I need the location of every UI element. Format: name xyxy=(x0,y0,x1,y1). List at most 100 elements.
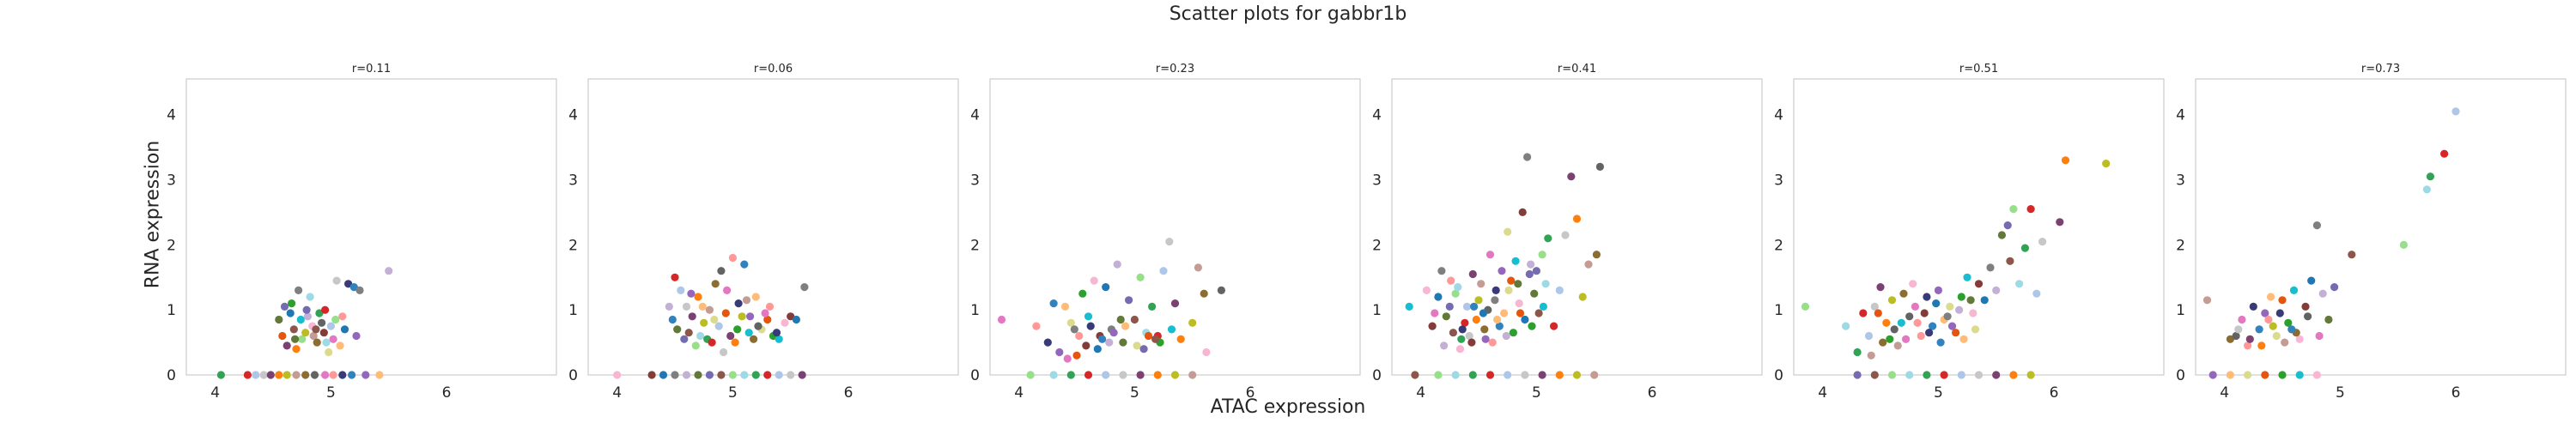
data-point xyxy=(2312,371,2321,379)
data-point xyxy=(798,371,806,379)
data-point xyxy=(1870,371,1879,379)
data-point xyxy=(288,299,296,308)
data-point xyxy=(1105,338,1114,347)
data-point xyxy=(680,335,689,343)
data-point xyxy=(344,280,353,288)
data-point xyxy=(1136,371,1145,379)
data-point xyxy=(1136,273,1145,281)
data-point xyxy=(1509,329,1517,337)
data-point xyxy=(1495,322,1504,330)
data-point xyxy=(295,286,303,294)
data-point xyxy=(1940,371,1948,379)
data-point xyxy=(1498,267,1506,275)
data-point xyxy=(710,315,719,324)
data-point xyxy=(668,315,677,324)
data-point xyxy=(2307,276,2316,285)
data-point xyxy=(740,260,749,269)
data-point xyxy=(751,371,760,379)
y-tick-label: 4 xyxy=(2176,107,2185,124)
data-point xyxy=(1507,276,1516,285)
data-point xyxy=(259,371,268,379)
data-point xyxy=(296,315,305,324)
data-point xyxy=(1584,260,1593,269)
data-point xyxy=(1561,231,1570,239)
data-point xyxy=(1538,371,1546,379)
data-point xyxy=(2249,302,2257,311)
data-point xyxy=(1899,289,1908,298)
data-point xyxy=(2009,205,2018,214)
data-point xyxy=(243,371,252,379)
data-point xyxy=(1488,338,1497,347)
data-point xyxy=(2255,325,2263,334)
data-point xyxy=(1125,296,1133,305)
y-tick-label: 4 xyxy=(1774,107,1783,124)
x-tick-label: 4 xyxy=(1818,384,1827,402)
data-point xyxy=(349,283,358,292)
data-point xyxy=(1966,296,1975,305)
data-point xyxy=(216,371,225,379)
data-point xyxy=(352,331,361,341)
panel-title: r=0.11 xyxy=(352,63,391,76)
data-point xyxy=(332,276,341,285)
data-point xyxy=(1514,280,1522,288)
data-point xyxy=(348,371,356,379)
data-point xyxy=(1572,214,1582,223)
data-point xyxy=(301,371,310,379)
panel-3: r=0.23 0 1 2 3 4 4 5 6 xyxy=(970,63,1361,402)
data-point xyxy=(2015,280,2024,288)
data-point xyxy=(1109,329,1118,337)
data-point xyxy=(1485,371,1495,379)
data-point xyxy=(2272,331,2281,341)
data-point xyxy=(2295,371,2304,379)
data-point xyxy=(1864,331,1874,341)
data-point xyxy=(2289,286,2299,294)
data-point xyxy=(1532,267,1540,275)
data-point xyxy=(2287,325,2296,334)
data-point xyxy=(1555,371,1564,379)
data-point xyxy=(321,371,330,379)
data-point xyxy=(2026,205,2035,214)
data-point xyxy=(1116,315,1125,324)
data-point xyxy=(1144,331,1153,341)
y-tick-label: 2 xyxy=(167,237,176,254)
data-point xyxy=(1539,302,1547,311)
data-point xyxy=(714,322,723,330)
data-point xyxy=(1075,331,1084,341)
data-point xyxy=(280,302,289,311)
data-point xyxy=(1153,371,1162,379)
data-point xyxy=(1530,289,1539,298)
data-point xyxy=(2266,293,2275,301)
data-point xyxy=(2102,160,2111,168)
data-point xyxy=(266,371,275,379)
data-point xyxy=(318,318,326,327)
panel-2: r=0.06 0 1 2 3 4 4 5 6 xyxy=(568,63,959,402)
data-point xyxy=(319,329,328,337)
x-tick-label: 6 xyxy=(1648,384,1657,402)
data-point xyxy=(1449,329,1457,337)
data-point xyxy=(1451,289,1460,298)
data-point xyxy=(1853,347,1862,357)
panel-title: r=0.51 xyxy=(1959,63,1998,76)
data-point xyxy=(744,329,753,337)
y-tick-label: 3 xyxy=(970,172,980,190)
data-point xyxy=(2038,238,2047,246)
data-point xyxy=(1902,335,1911,343)
data-point xyxy=(708,338,716,347)
data-point xyxy=(705,305,714,314)
x-axis-label: ATAC expression xyxy=(1210,396,1366,418)
panel-5: r=0.51 0 1 2 3 4 4 5 6 xyxy=(1774,63,2165,402)
data-point xyxy=(1528,322,1536,330)
x-tick-label: 4 xyxy=(1416,384,1425,402)
data-point xyxy=(1980,296,1989,305)
data-point xyxy=(671,273,679,281)
data-point xyxy=(326,322,335,330)
y-tick-label: 3 xyxy=(568,172,578,190)
data-point xyxy=(2232,331,2240,341)
data-point xyxy=(2330,283,2339,292)
data-point xyxy=(717,371,726,379)
y-tick-label: 3 xyxy=(1774,172,1783,190)
data-point xyxy=(1969,309,1978,317)
data-point xyxy=(2009,371,2018,379)
data-point xyxy=(1913,318,1922,327)
data-point xyxy=(1086,322,1095,330)
